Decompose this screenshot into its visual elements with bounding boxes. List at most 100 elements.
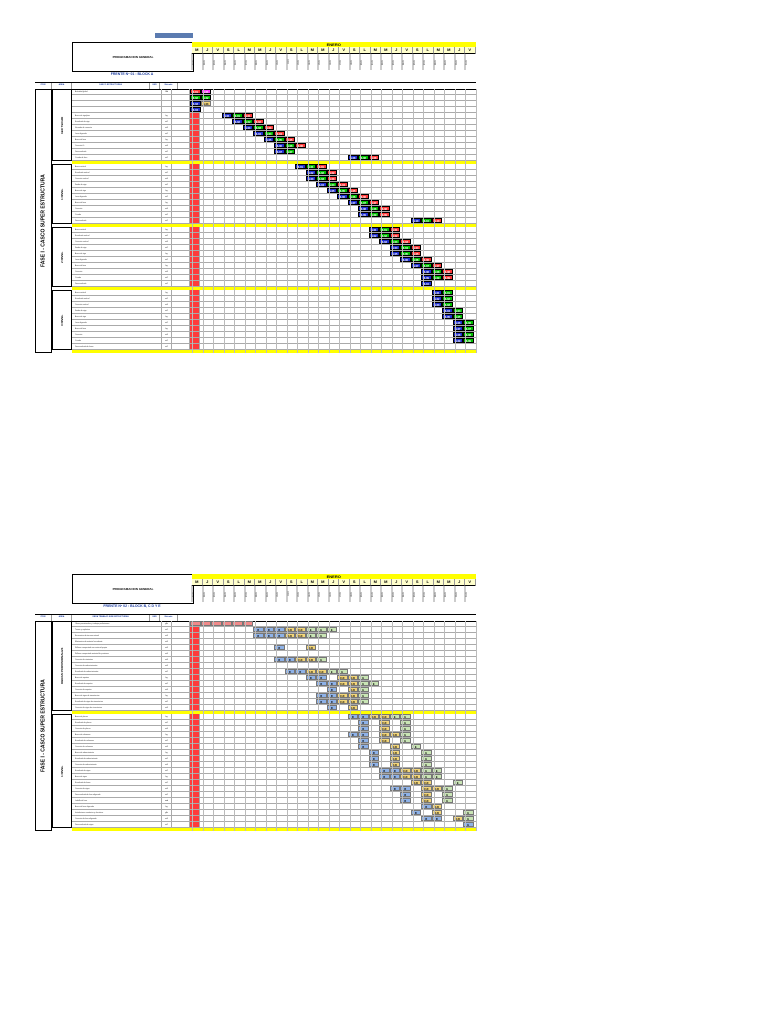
task-unit: kg [162,326,172,331]
schedule-mark: C.D [421,780,432,785]
task-description: Losa aligerada [74,257,162,262]
progress-marker [190,263,200,268]
grid-line [286,89,288,353]
day-cell: L [234,47,245,53]
date-cell: 13/01 [297,585,308,602]
schedule-mark: S-07 [431,263,442,268]
schedule-mark: C.D [379,714,390,719]
grid-line [360,89,361,353]
task-description: Desencofrado [74,218,162,223]
month-header: ENERO [192,42,476,47]
task-unit: m3 [162,633,172,638]
task-description: Acero de zapatas [74,675,162,680]
schedule-mark: R [368,756,379,761]
task-unit: kg [162,200,172,205]
schedule-mark: S-02 [232,119,243,124]
level-label: OBRAS PROVISIONALES [52,621,72,711]
schedule-mark: S-01 [221,113,232,118]
schedule-mark: S-07 [452,326,463,331]
task-description: Concreto vertical [74,239,162,244]
table-row: Acero de placas kg R R C.D C.D E E [72,714,476,720]
schedule-mark: R [316,693,327,698]
schedule-mark: E [421,750,432,755]
timeline-cells: R R C.D E [200,816,476,821]
schedule-mark: C.D [347,705,358,710]
schedule-mark: S-06 [358,194,369,199]
progress-marker [190,774,200,779]
date-cell: 28/01 [433,585,444,602]
task-metrado [172,188,190,193]
day-cell: S [223,579,234,585]
task-unit: Glb [162,89,172,94]
phase-label: FASE I - CASCO SUPER ESTRUCTURA [35,621,52,831]
day-cell: V [465,47,476,53]
schedule-mark: S-10 [431,218,442,223]
task-metrado [172,308,190,313]
schedule-mark: S-02 [316,170,327,175]
schedule-mark: R [326,681,337,686]
schedule-mark: S-08 [358,155,369,160]
schedule-mark: S-10 [421,218,432,223]
schedule-mark: C.D [379,726,390,731]
schedule-mark: C.D [284,633,295,638]
grid-line [349,621,351,831]
timeline-cells: R C.D [200,645,476,650]
schedule-mark: R [358,726,369,731]
table-row: Acero de losa kg S-07 S-07 S-07 [72,263,476,269]
date-cell: 20/01 [360,53,371,70]
column-header: OBRA TRABAJO SUB ESTRUCTURAS [72,615,150,621]
progress-marker [190,669,200,674]
timeline-cells: R C.D E [200,720,476,725]
date-cell: 15/01 [318,585,329,602]
task-metrado [172,143,190,148]
column-header: Metrado [160,615,178,621]
task-description: Fondo de viga [74,308,162,313]
grid-line [475,621,477,831]
task-description: Encofrado de vigas [74,768,162,773]
progress-marker [190,792,200,797]
task-unit: kg [162,314,172,319]
task-metrado [172,290,190,295]
table-row: Ladrillo de losa und R C.D E [72,798,476,804]
table-row: Concreto m3 S-08 S-08 S-08 [72,269,476,275]
grid-line [339,89,340,353]
schedule-mark: S-07 [463,326,474,331]
progress-marker [190,338,200,343]
table-row: Acero de losa kg S-07 S-07 S-07 [72,200,476,206]
schedule-mark: S-05 [442,314,453,319]
task-description: Concreto de sobrecimientos [74,663,162,668]
schedule-mark: E [316,627,327,632]
date-cell: 07/01 [244,53,255,70]
progress-marker [190,720,200,725]
task-description: Concreto de placas [74,726,162,731]
day-cell: S [412,579,423,585]
timeline-cells: R R C.D C.D E E [200,681,476,686]
task-description: Curado [74,275,162,280]
timeline-cells: S-01 S-01 S-01 [200,164,476,169]
schedule-mark: E [421,768,432,773]
task-description: Acero de viga [74,314,162,319]
grid-line [297,621,298,831]
timeline-cells: S-02 S-02 S-02 [200,233,476,238]
task-unit: m2 [162,149,172,154]
schedule-mark: S-02 [368,233,379,238]
schedule-mark: R [358,738,369,743]
table-row: Curado m2 S-09 S-09 [72,338,476,344]
level-label: 2 NIVEL [52,227,72,287]
date-cell: 02/01 [202,585,213,602]
task-metrado [172,798,190,803]
timeline-cells: R C.D E [200,750,476,755]
timeline-cells: R R C.D C.D E [200,786,476,791]
table-row: Desencofrado de losa aligerada m2 R C.D E [72,792,476,798]
sheet-title: PROGRAMACION GENERAL [72,42,194,72]
task-unit: m3 [162,816,172,821]
task-metrado [172,194,190,199]
level-label: 1 NIVEL [52,164,72,224]
level-label: 1 NIVEL [52,714,72,828]
schedule-mark: S-01 [305,164,316,169]
schedule-mark: C.D [400,774,411,779]
schedule-mark: R [326,705,337,710]
progress-marker [190,239,200,244]
schedule-mark: S-10 [421,281,432,286]
